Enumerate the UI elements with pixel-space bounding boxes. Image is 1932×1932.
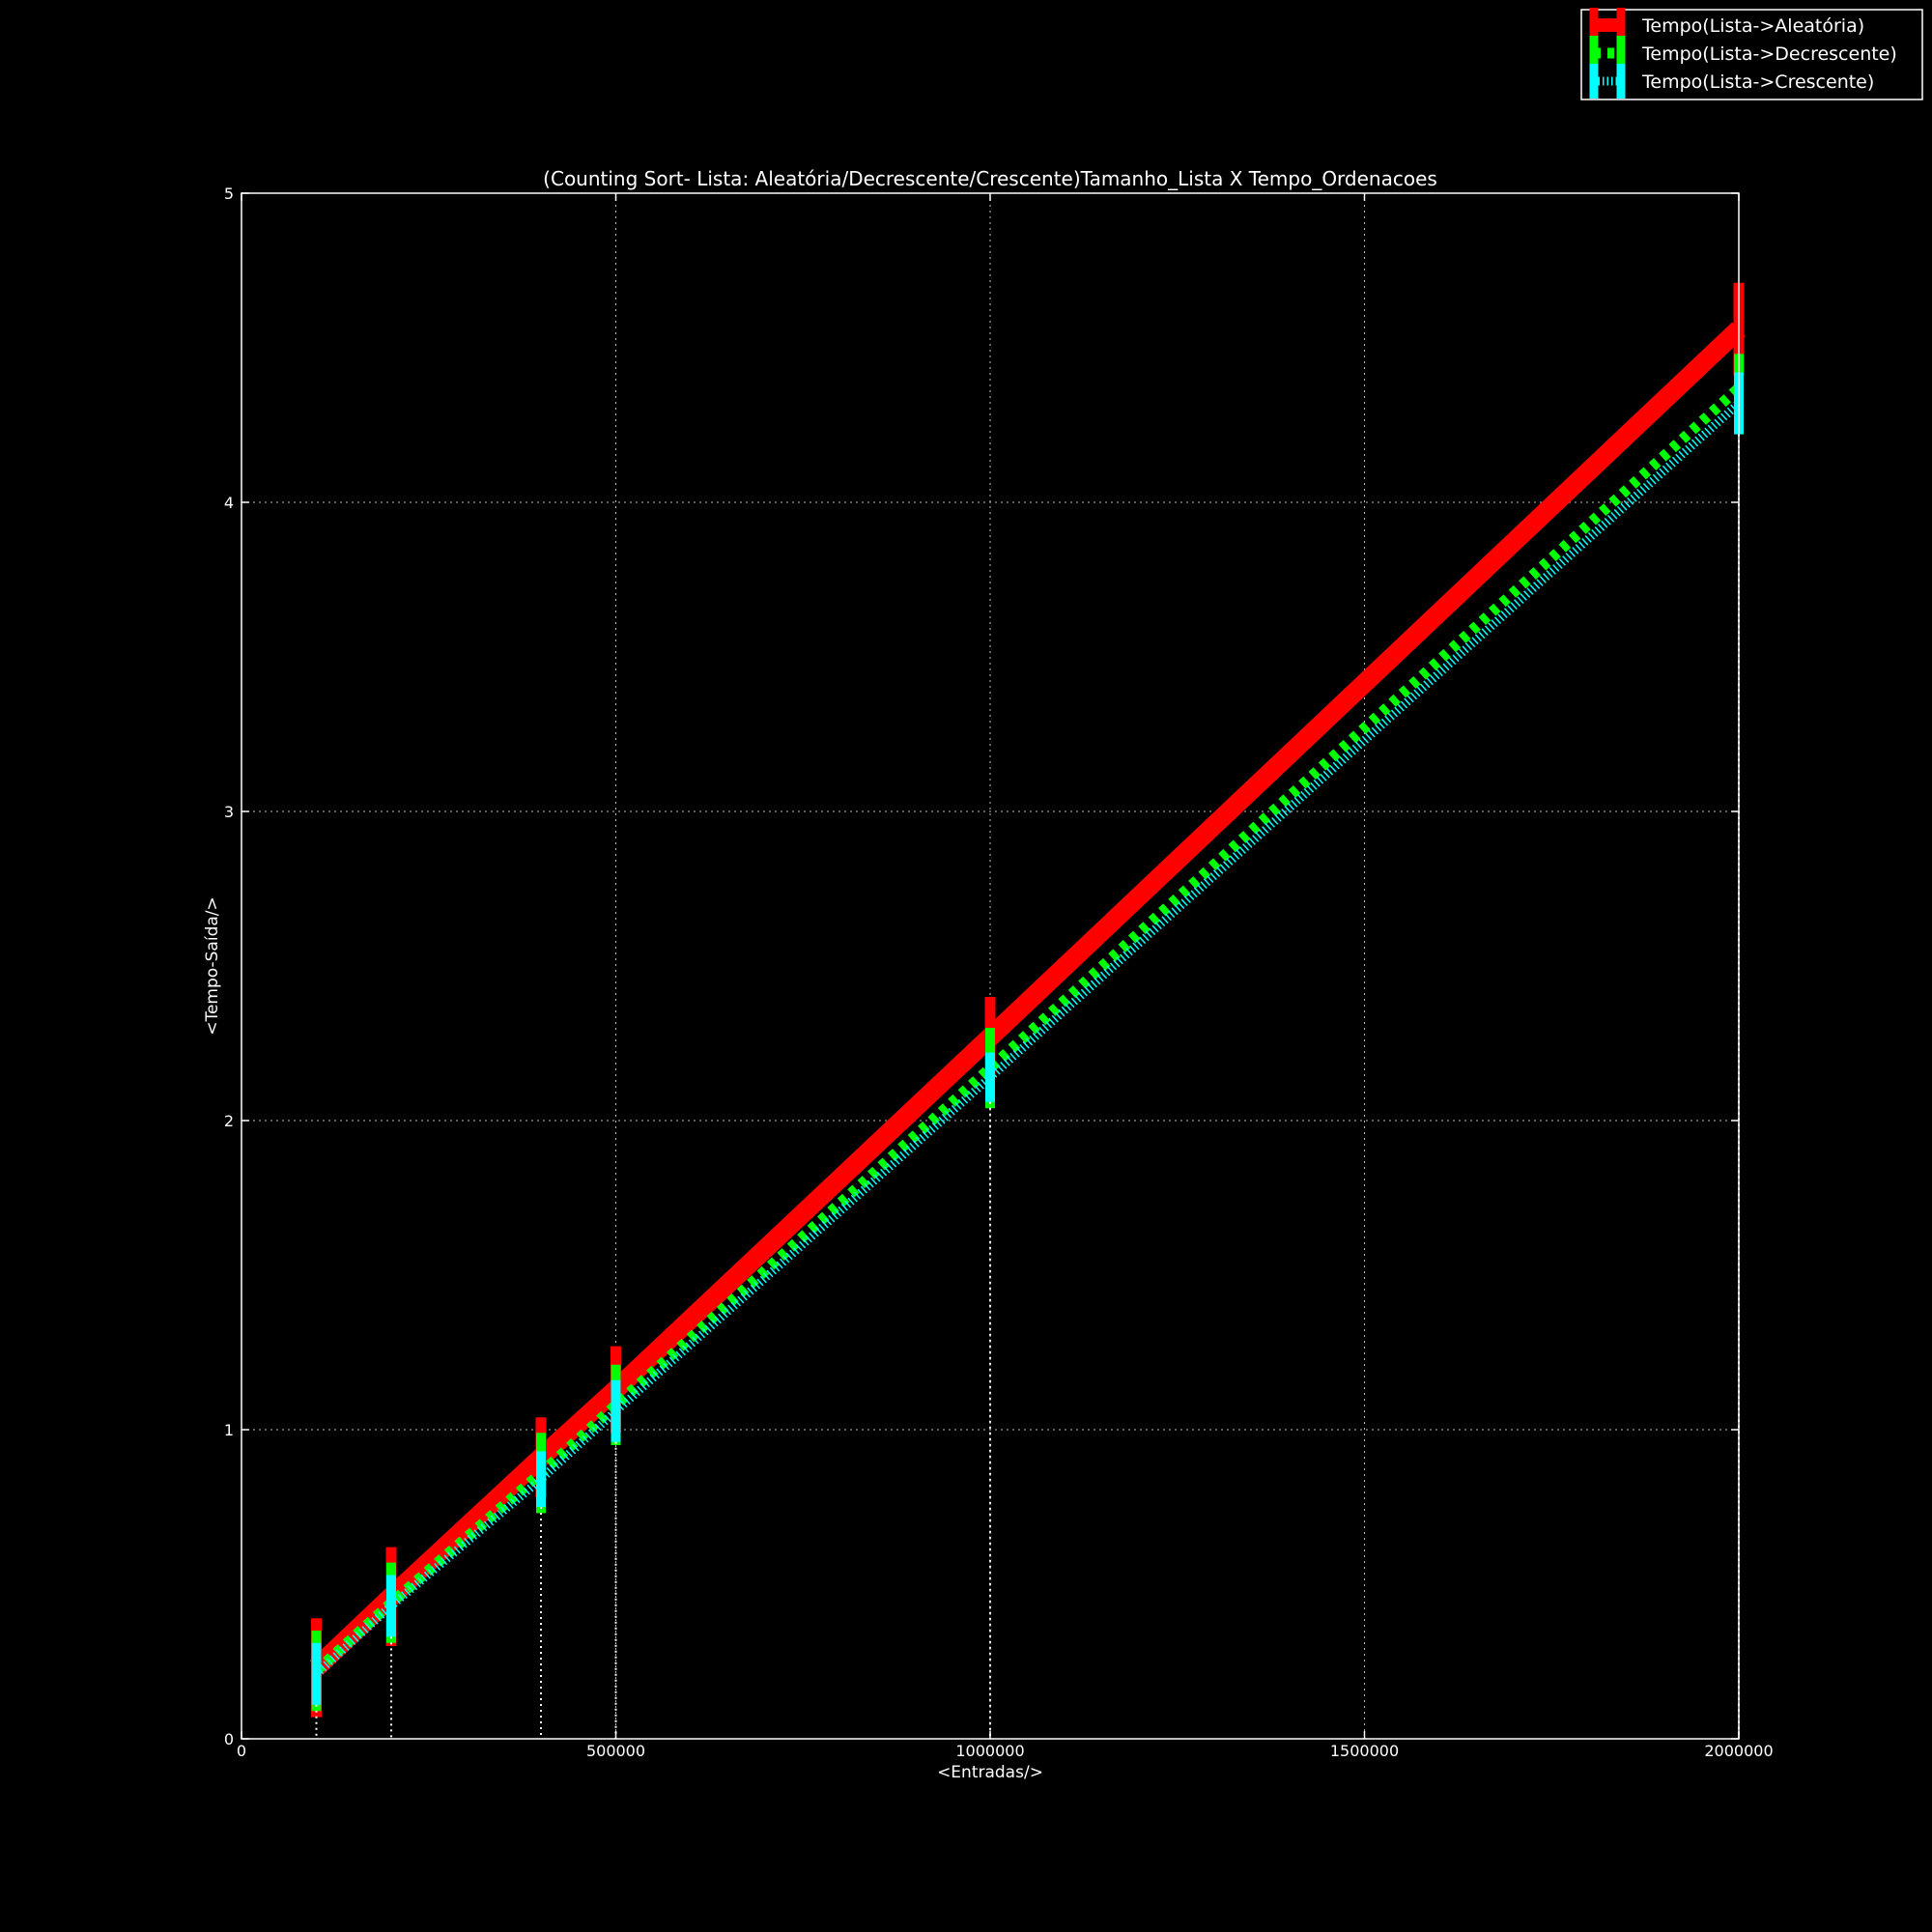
y-tick-label-0: 0 bbox=[224, 1730, 234, 1748]
x-tick-label-2: 1000000 bbox=[955, 1742, 1024, 1760]
chart-title: (Counting Sort- Lista: Aleatória/Decresc… bbox=[543, 167, 1437, 190]
y-axis-label: <Tempo-Saída/> bbox=[203, 896, 222, 1036]
y-tick-label-4: 4 bbox=[224, 494, 234, 512]
y-tick-label-2: 2 bbox=[224, 1112, 234, 1130]
x-droplines bbox=[315, 434, 1740, 1739]
x-tick-label-4: 2000000 bbox=[1704, 1742, 1773, 1760]
series-line-0 bbox=[309, 322, 1746, 1675]
y-tick-label-1: 1 bbox=[224, 1421, 234, 1439]
x-axis-label: <Entradas/> bbox=[937, 1763, 1043, 1782]
series-layer bbox=[309, 282, 1746, 1739]
series-line-1 bbox=[312, 384, 1743, 1675]
legend-label-1: Tempo(Lista->Decrescente) bbox=[1641, 43, 1897, 65]
x-tick-label-1: 500000 bbox=[586, 1742, 645, 1760]
series-0 bbox=[309, 282, 1746, 1718]
series-1 bbox=[311, 354, 1744, 1712]
series-line-2 bbox=[313, 400, 1743, 1678]
y-tick-label-3: 3 bbox=[224, 803, 234, 821]
series-2 bbox=[311, 372, 1744, 1705]
axis-ticks: 0 500000 1000000 1500000 2000000 0 1 2 3 4 5 bbox=[224, 185, 1774, 1760]
legend-box bbox=[1580, 9, 1923, 100]
x-tick-label-0: 0 bbox=[237, 1742, 246, 1760]
legend-label-0: Tempo(Lista->Aleatória) bbox=[1641, 15, 1864, 37]
legend-item-2: Tempo(Lista->Crescente) bbox=[1589, 64, 1874, 99]
x-tick-label-3: 1500000 bbox=[1330, 1742, 1399, 1760]
grid-lines bbox=[241, 192, 1740, 1740]
legend: Tempo(Lista->Aleatória) Tempo(Lista->Decr… bbox=[1580, 8, 1923, 100]
legend-label-2: Tempo(Lista->Crescente) bbox=[1641, 71, 1874, 93]
y-tick-label-5: 5 bbox=[224, 185, 234, 203]
